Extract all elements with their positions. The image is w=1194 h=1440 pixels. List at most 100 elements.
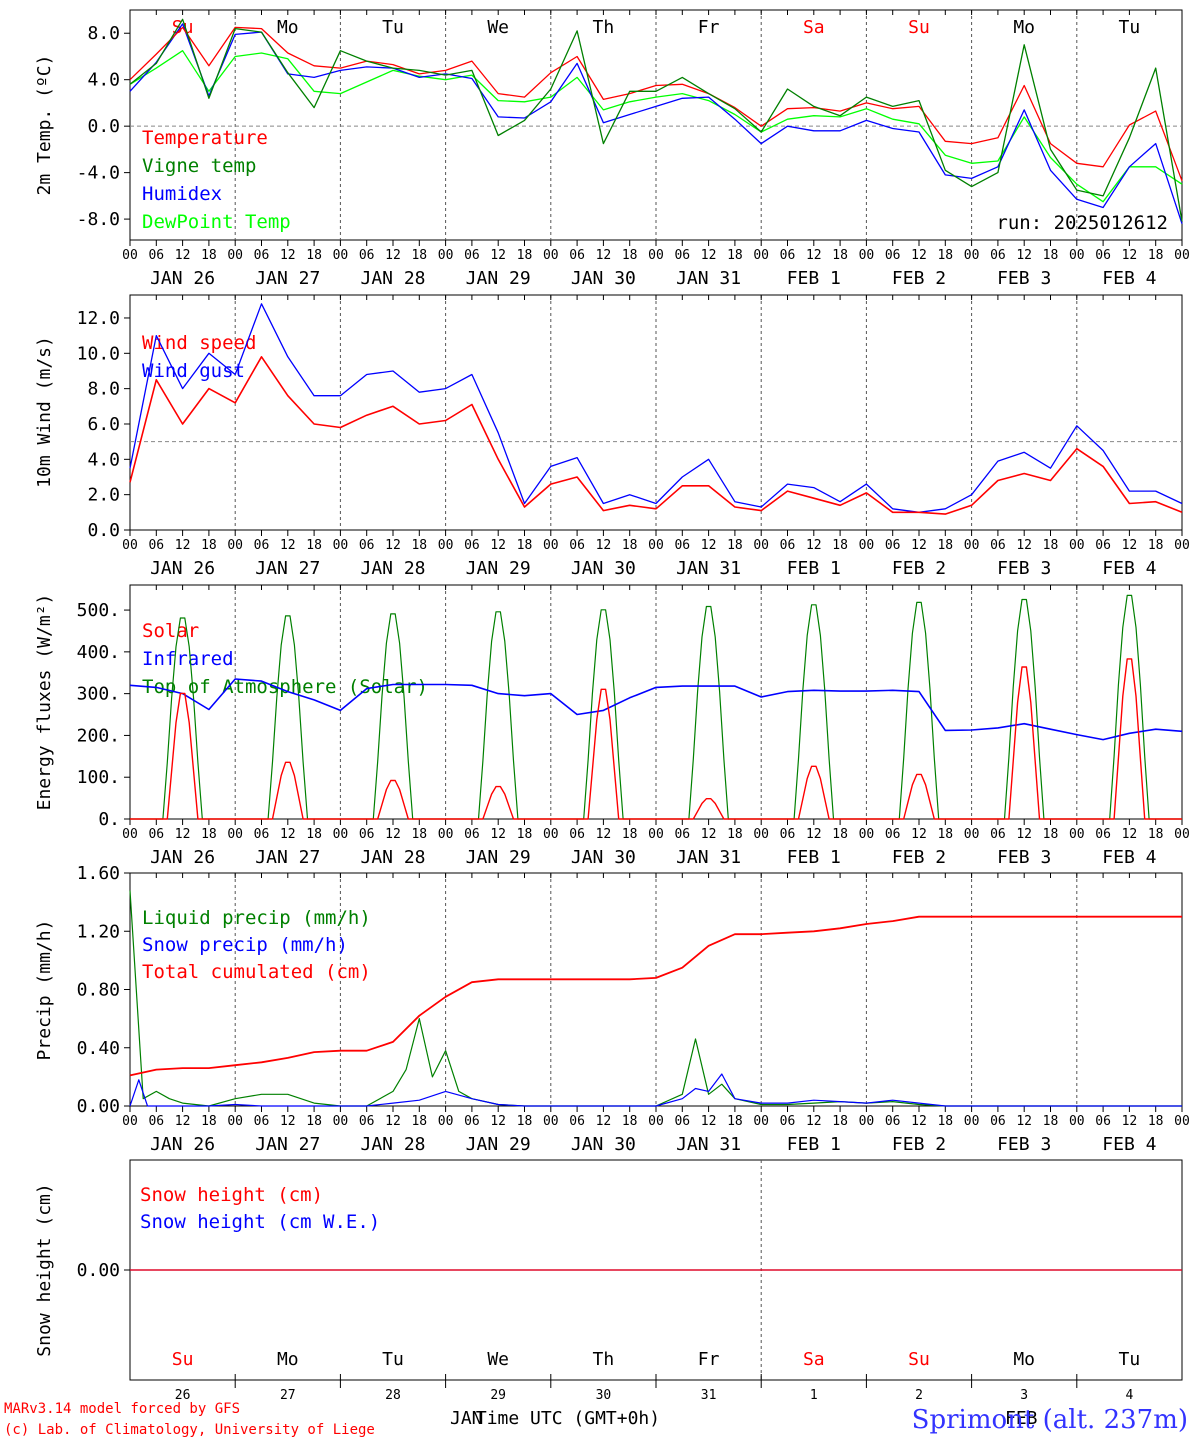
hour-tick-label: 06 [148,248,164,263]
y-tick-label: 400. [77,642,120,663]
weekday-label-top: Th [593,17,615,38]
temp-series-line [129,26,1183,182]
hour-tick-label: 00 [543,827,559,842]
hour-tick-label: 00 [438,248,454,263]
hour-tick-label: 06 [1095,248,1111,263]
hour-tick-label: 18 [622,538,638,553]
hour-tick-label: 18 [832,248,848,263]
hour-tick-label: 12 [1016,827,1032,842]
energy-ylabel: Energy fluxes (W/m²) [34,594,55,811]
y-tick-label: 0.00 [77,1260,120,1281]
date-label: FEB 2 [892,268,946,289]
station-name: Sprimont (alt. 237m) [912,1405,1188,1435]
date-label: FEB 4 [1102,1134,1156,1155]
legend-entry: Total cumulated (cm) [142,961,371,983]
hour-tick-label: 06 [780,1114,796,1129]
date-label: JAN 31 [676,847,741,868]
legend-entry: Snow height (cm W.E.) [140,1211,380,1233]
hour-tick-label: 06 [674,827,690,842]
hour-tick-label: 12 [385,248,401,263]
wind-ylabel: 10m Wind (m/s) [34,336,55,488]
hour-tick-label: 06 [990,248,1006,263]
hour-tick-label: 12 [385,827,401,842]
hour-tick-label: 00 [859,248,875,263]
weekday-label-bottom: Tu [382,1349,404,1370]
legend-entry: Snow precip (mm/h) [142,934,348,956]
hour-tick-label: 06 [359,827,375,842]
hour-tick-label: 12 [596,827,612,842]
hour-tick-label: 00 [1174,538,1190,553]
footer-model: MARv3.14 model forced by GFS [4,1401,240,1417]
hour-tick-label: 00 [122,827,138,842]
hour-tick-label: 12 [490,538,506,553]
hour-tick-label: 00 [227,538,243,553]
hour-tick-label: 18 [622,827,638,842]
infrared-line [129,678,1183,741]
hour-tick-label: 18 [1148,248,1164,263]
hour-tick-label: 00 [438,1114,454,1129]
hour-tick-label: 18 [411,538,427,553]
precip-ylabel: Precip (mm/h) [34,920,55,1061]
hour-tick-label: 06 [885,538,901,553]
snow-precip-line [129,1073,1182,1107]
hour-tick-label: 12 [175,248,191,263]
hour-tick-label: 06 [780,538,796,553]
y-tick-label: 1.20 [77,921,120,942]
hour-tick-label: 06 [990,827,1006,842]
hour-tick-label: 18 [727,248,743,263]
hour-tick-label: 00 [1174,1114,1190,1129]
hour-tick-label: 18 [517,827,533,842]
y-tick-label: 10.0 [77,343,120,364]
weekday-label-top: Sa [803,17,825,38]
weekday-label-bottom: Su [908,1349,930,1370]
hour-tick-label: 06 [254,1114,270,1129]
hour-tick-label: 12 [701,538,717,553]
date-label: FEB 1 [787,1134,841,1155]
hour-tick-label: 00 [1069,538,1085,553]
hour-tick-label: 06 [148,538,164,553]
hour-tick-label: 18 [832,827,848,842]
hour-tick-label: 06 [569,248,585,263]
date-label: JAN 30 [571,558,636,579]
hour-tick-label: 06 [254,827,270,842]
bottom-day-number: 1 [810,1388,818,1403]
weekday-label-bottom: Tu [1119,1349,1141,1370]
date-label: JAN 27 [255,268,320,289]
hour-tick-label: 06 [464,538,480,553]
temp-ylabel: 2m Temp. (ºC) [34,55,55,196]
hour-tick-label: 18 [1148,827,1164,842]
hour-tick-label: 12 [385,538,401,553]
hour-tick-label: 06 [148,827,164,842]
hour-tick-label: 18 [201,827,217,842]
hour-tick-label: 18 [622,1114,638,1129]
hour-tick-label: 12 [596,1114,612,1129]
hour-tick-label: 18 [201,1114,217,1129]
hour-tick-label: 00 [859,538,875,553]
date-label: JAN 29 [466,558,531,579]
date-label: JAN 26 [150,268,215,289]
bottom-day-number: 30 [596,1388,612,1403]
hour-tick-label: 12 [175,827,191,842]
hour-tick-label: 06 [990,538,1006,553]
temp-series-line [129,23,1183,224]
hour-tick-label: 18 [1148,1114,1164,1129]
hour-tick-label: 00 [648,827,664,842]
hour-tick-label: 18 [306,1114,322,1129]
hour-tick-label: 18 [201,538,217,553]
weekday-label-top: Tu [382,17,404,38]
hour-tick-label: 12 [806,827,822,842]
hour-tick-label: 12 [1016,248,1032,263]
run-annotation: run: 2025012612 [996,212,1168,234]
y-tick-label: 0. [98,809,120,830]
hour-tick-label: 06 [780,248,796,263]
date-label: FEB 1 [787,268,841,289]
hour-tick-label: 18 [1043,827,1059,842]
date-label: JAN 28 [360,1134,425,1155]
date-label: JAN 28 [360,847,425,868]
hour-tick-label: 06 [674,248,690,263]
hour-tick-label: 00 [227,827,243,842]
weekday-label-bottom: We [487,1349,509,1370]
hour-tick-label: 18 [517,538,533,553]
date-label: FEB 1 [787,558,841,579]
hour-tick-label: 00 [753,248,769,263]
